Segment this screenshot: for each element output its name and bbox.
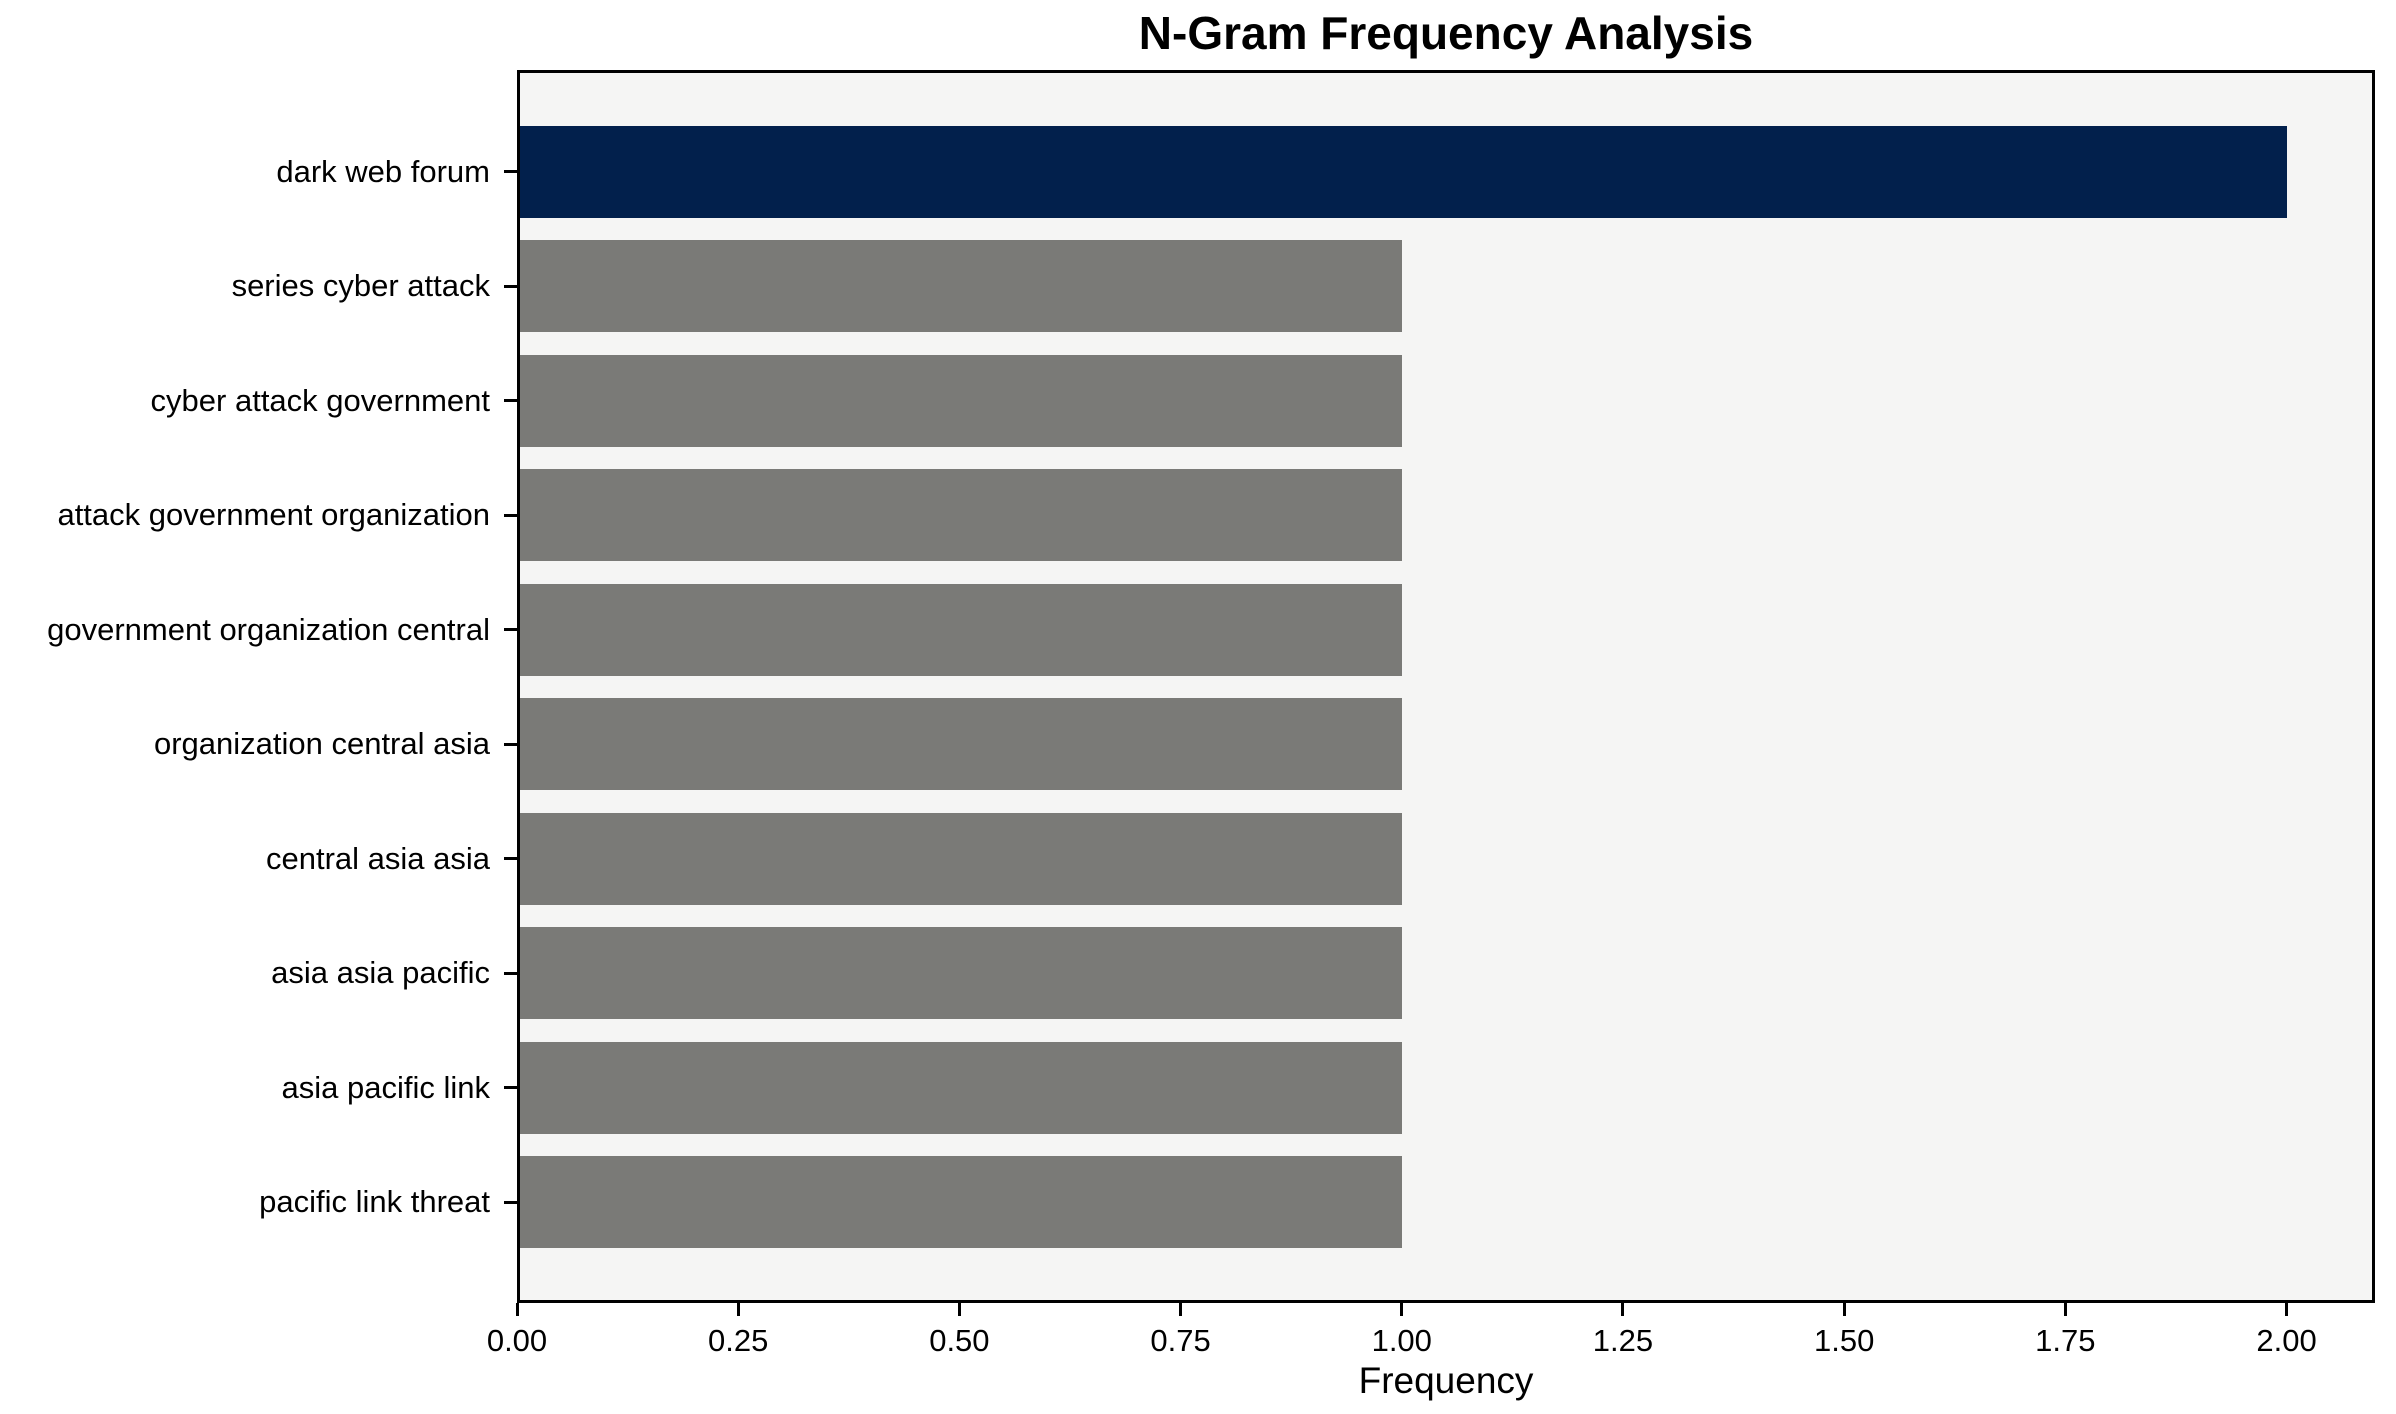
x-tick-mark [2285,1303,2289,1316]
y-tick-label: central asia asia [265,840,490,876]
y-tick-mark [504,284,517,288]
bar-dark-web-forum [520,125,2287,218]
y-tick-label: asia asia pacific [271,955,490,991]
x-tick-mark [2063,1303,2067,1316]
x-tick-mark [957,1303,961,1316]
y-tick-label: organization central asia [153,726,490,762]
y-tick-label: asia pacific link [281,1069,490,1105]
bar-asia-asia-pacific [520,927,1402,1020]
y-tick-mark [504,513,517,517]
y-tick-label: government organization central [47,611,490,647]
x-tick-mark [736,1303,740,1316]
x-tick-label: 0.00 [486,1323,548,1358]
x-tick-label: 2.00 [2256,1323,2317,1358]
bar-pacific-link-threat [520,1156,1402,1249]
y-tick-mark [504,170,517,173]
y-tick-mark [504,857,517,861]
y-tick-mark [504,628,517,632]
x-tick-label: 0.50 [929,1323,990,1358]
x-tick-label: 1.75 [2035,1323,2096,1358]
x-tick-mark [1621,1303,1625,1316]
x-tick-label: 1.00 [1371,1323,1432,1358]
bar-cyber-attack-government [520,354,1402,447]
y-tick-mark [504,1086,517,1090]
chart-title: N-Gram Frequency Analysis [1138,7,1754,59]
y-tick-mark [504,1200,517,1204]
x-tick-mark [1400,1303,1404,1316]
x-tick-mark [1179,1303,1183,1316]
bar-asia-pacific-link [520,1041,1402,1134]
y-tick-label: cyber attack government [150,382,490,418]
x-tick-label: 0.25 [708,1323,769,1358]
bar-central-asia-asia [520,812,1402,905]
x-axis-label: Frequency [1358,1360,1534,1401]
y-tick-label: attack government organization [57,497,490,533]
x-tick-mark [1842,1303,1846,1316]
x-tick-label: 1.25 [1592,1323,1654,1358]
bar-organization-central-asia [520,698,1402,791]
x-tick-label: 0.75 [1150,1323,1211,1358]
y-tick-mark [504,399,517,403]
bar-government-organization-central [520,583,1402,676]
bar-series-cyber-attack [520,240,1402,333]
y-tick-mark [504,971,517,975]
y-tick-label: series cyber attack [231,268,490,304]
x-tick-label: 1.50 [1813,1323,1875,1358]
x-tick-mark [515,1303,519,1316]
bar-attack-government-organization [520,469,1402,562]
y-tick-mark [504,742,517,746]
y-tick-label: pacific link threat [259,1184,490,1220]
y-tick-label: dark web forum [276,153,490,189]
